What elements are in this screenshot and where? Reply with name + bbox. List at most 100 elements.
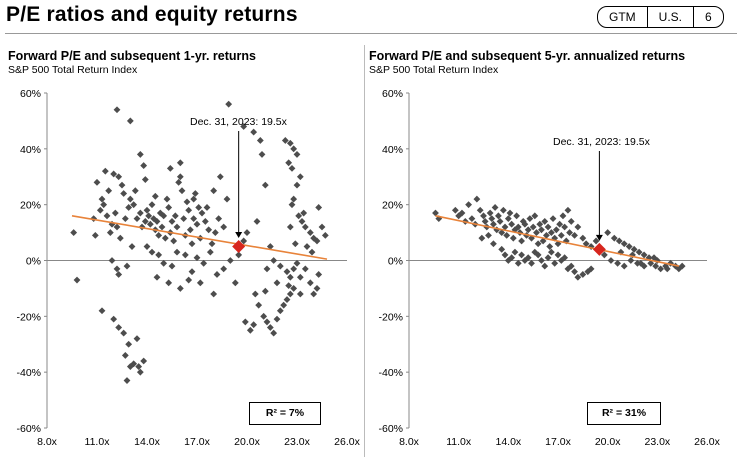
left-data-point <box>166 164 174 172</box>
left-data-point <box>181 251 189 259</box>
left-data-point <box>293 181 301 189</box>
left-data-point <box>136 151 144 158</box>
left-data-point <box>296 273 304 281</box>
right-data-point <box>607 257 615 264</box>
left-data-point <box>175 178 183 186</box>
right-y-tick-label: 0% <box>388 256 403 268</box>
right-data-point <box>498 245 506 253</box>
right-x-tick-label: 8.0x <box>399 436 420 448</box>
right-data-point <box>561 223 569 231</box>
left-data-point <box>185 206 193 214</box>
left-data-point <box>286 139 294 147</box>
left-data-point <box>285 159 293 167</box>
left-data-point <box>155 251 163 259</box>
left-data-point <box>155 231 163 239</box>
left-data-point <box>286 273 294 281</box>
left-data-point <box>288 164 296 172</box>
right-y-tick-label: 60% <box>382 88 403 100</box>
right-data-point <box>567 218 575 225</box>
right-data-point <box>480 212 487 220</box>
right-chart-subtitle: S&P 500 Total Return Index <box>369 64 499 76</box>
tag-gtm: GTM <box>609 10 636 24</box>
tag-page-number: 6 <box>693 7 723 27</box>
right-data-point <box>551 259 559 267</box>
right-data-point <box>509 234 517 242</box>
left-data-point <box>256 137 264 144</box>
right-data-point <box>600 251 608 259</box>
left-data-point <box>136 368 144 376</box>
panel-divider <box>364 45 365 457</box>
left-data-point <box>103 212 111 220</box>
right-data-point <box>468 215 476 223</box>
right-data-point <box>559 212 567 220</box>
right-trend-line <box>435 215 680 267</box>
right-data-point <box>511 248 519 256</box>
right-data-point <box>534 251 542 259</box>
right-data-point <box>496 218 504 225</box>
left-trend-line <box>71 215 328 260</box>
left-chart: 60% 40% 20% 0% -20% -40% -60%8.0x 11.0x 14.0x 17.… <box>16 88 360 448</box>
left-data-point <box>240 237 248 245</box>
left-y-tick-label: 20% <box>20 200 41 212</box>
left-data-point <box>198 209 206 217</box>
left-data-point <box>191 190 199 197</box>
right-data-point <box>620 262 628 270</box>
left-data-point <box>158 223 166 231</box>
left-data-point <box>315 204 323 211</box>
left-x-tick-label: 11.0x <box>85 436 111 448</box>
left-data-point <box>281 137 289 144</box>
right-data-point <box>506 209 514 217</box>
left-data-point <box>313 285 321 292</box>
right-chart-title: Forward P/E and subsequent 5-yr. annuali… <box>369 49 686 63</box>
right-data-point <box>663 265 671 273</box>
right-data-point <box>493 226 501 234</box>
left-data-point <box>115 173 123 181</box>
left-x-tick-label: 14.0x <box>134 436 160 448</box>
left-data-point <box>105 187 113 195</box>
left-chart-subtitle: S&P 500 Total Return Index <box>8 64 138 76</box>
right-data-point <box>508 254 516 262</box>
left-data-point <box>241 318 249 326</box>
right-data-point <box>604 229 612 236</box>
left-data-point <box>193 254 201 262</box>
right-data-point <box>543 231 550 239</box>
right-y-tick-label: 40% <box>382 144 403 156</box>
right-data-point <box>678 262 686 270</box>
left-data-point <box>255 301 263 309</box>
left-data-point <box>231 279 239 287</box>
right-data-point <box>524 226 532 234</box>
right-data-point <box>625 243 633 250</box>
left-data-point <box>176 285 184 292</box>
right-data-point <box>490 240 497 248</box>
right-data-point <box>524 254 532 262</box>
left-data-point <box>135 363 143 370</box>
left-data-point <box>313 237 321 245</box>
left-data-point <box>91 231 99 239</box>
left-data-point <box>251 290 259 298</box>
right-data-point <box>518 251 525 259</box>
left-data-point <box>270 329 278 337</box>
left-data-point <box>310 290 318 298</box>
left-data-point <box>140 162 148 169</box>
right-data-point <box>567 262 575 270</box>
left-data-point <box>213 271 221 278</box>
left-data-point <box>176 173 184 181</box>
left-data-point <box>173 248 181 256</box>
left-data-point <box>96 206 104 214</box>
left-data-point <box>206 248 214 256</box>
left-data-point <box>290 285 298 292</box>
left-data-point <box>128 243 136 250</box>
left-data-point <box>210 187 218 195</box>
left-data-point <box>173 223 181 231</box>
left-data-point <box>131 187 139 195</box>
left-y-tick-label: 60% <box>20 88 41 100</box>
left-data-point <box>286 223 294 231</box>
left-data-point <box>188 268 196 276</box>
left-data-point <box>185 276 193 284</box>
left-data-point <box>196 279 204 287</box>
left-data-point <box>293 259 301 267</box>
left-data-point <box>190 195 198 203</box>
right-data-point <box>473 195 481 203</box>
right-data-point <box>528 234 535 242</box>
right-data-point <box>478 234 486 242</box>
